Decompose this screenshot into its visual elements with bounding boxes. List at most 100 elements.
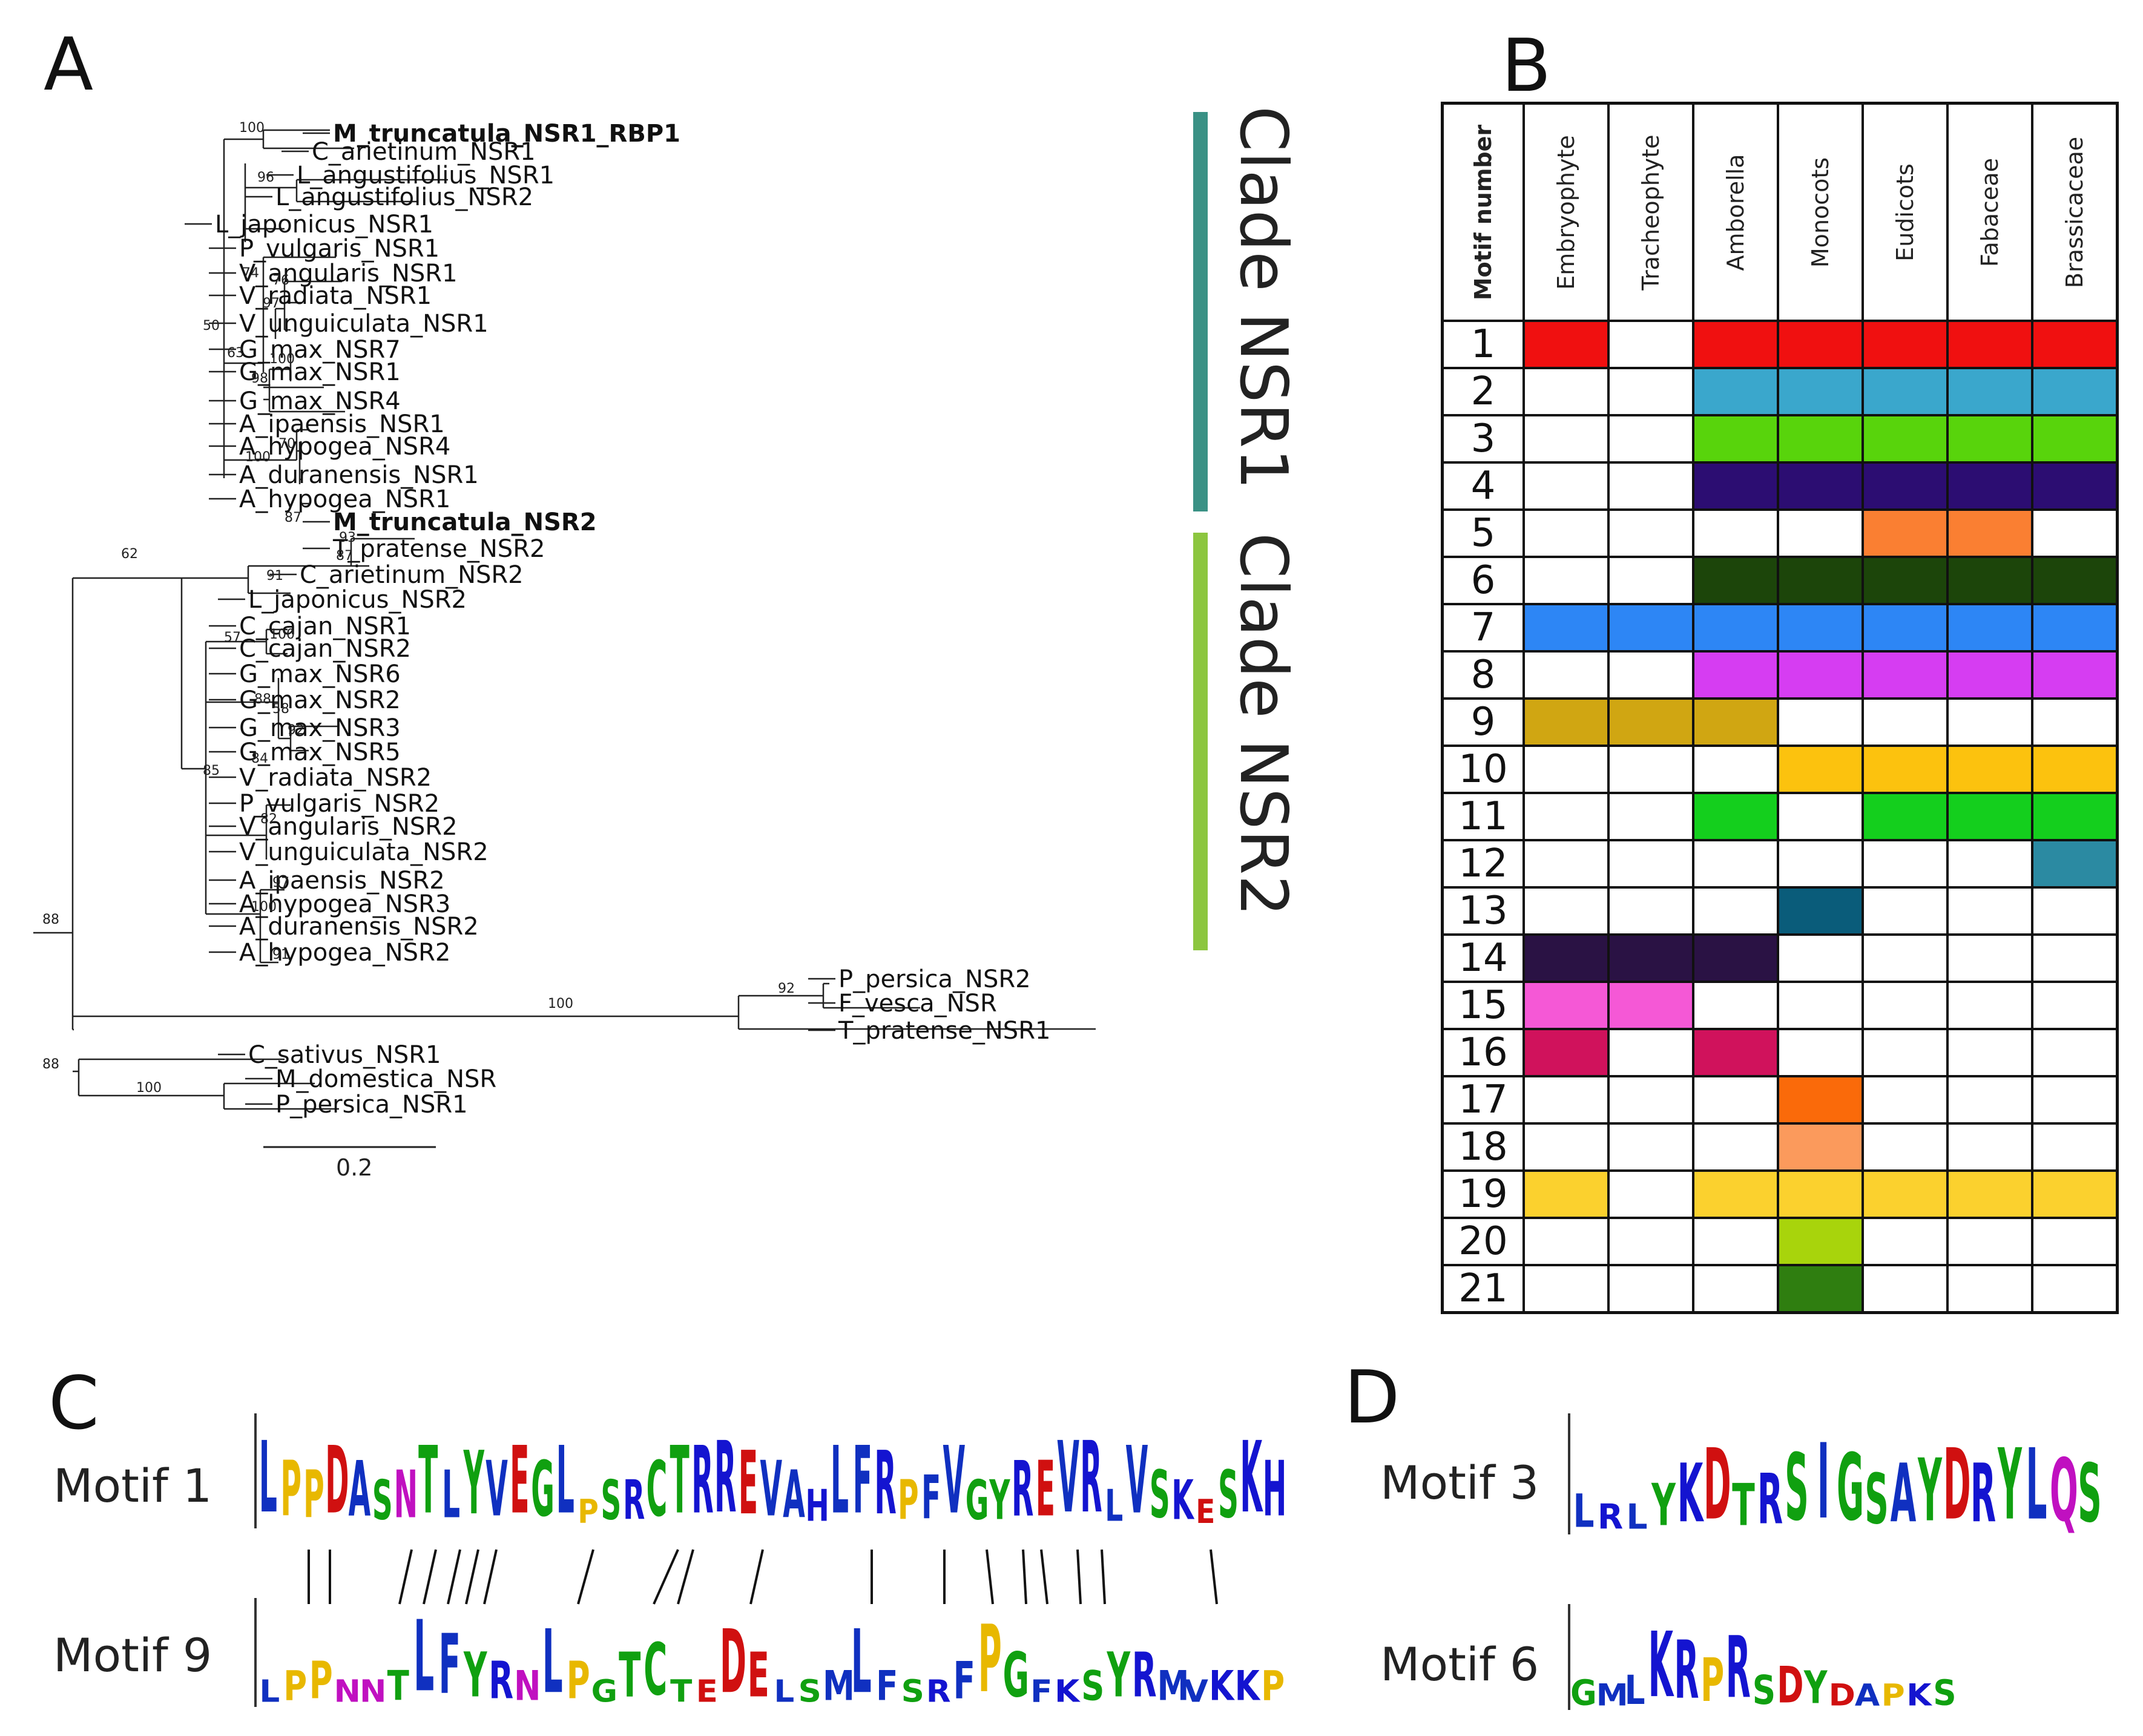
tree-leaf-label: M_domestica_NSR — [275, 1065, 496, 1093]
motif-absent-cell — [2031, 1075, 2119, 1125]
alignment-link — [465, 1549, 479, 1605]
logo-residue: G — [965, 1469, 989, 1533]
motif-present-cell — [1946, 367, 2033, 416]
alignment-link — [447, 1549, 461, 1605]
motif-present-cell — [1692, 650, 1779, 700]
tree-leaf-label: G_max_NSR5 — [239, 738, 401, 766]
motif-absent-cell — [1946, 933, 2033, 983]
motif-number-cell: 2 — [1441, 367, 1525, 416]
logo-residue: L — [259, 1673, 280, 1709]
motif-present-cell — [1777, 1075, 1864, 1125]
column-header: Monocots — [1777, 102, 1864, 322]
logo-residue: F — [1030, 1673, 1053, 1709]
motif-present-cell — [1692, 792, 1779, 841]
logo-residue: L — [413, 1600, 435, 1714]
motif-absent-cell — [1522, 792, 1610, 841]
motif-number-cell: 4 — [1441, 461, 1525, 511]
logo-residue: C — [646, 1445, 668, 1535]
logo-residue: G — [1837, 1434, 1865, 1542]
column-header: Brassicaceae — [2031, 102, 2119, 322]
logo-residue: S — [1218, 1457, 1239, 1534]
logo-residue: P — [280, 1445, 301, 1535]
motif-number-cell: 15 — [1441, 981, 1525, 1030]
bootstrap-value: 97 — [263, 296, 280, 311]
motif-absent-cell — [1862, 981, 1949, 1030]
motif-absent-cell — [2031, 1217, 2119, 1266]
logo-residue: R — [1970, 1446, 1997, 1540]
logo-residue: E — [747, 1639, 769, 1712]
logo-residue: Y — [1918, 1440, 1942, 1541]
motif-present-cell — [2031, 367, 2119, 416]
alignment-link — [398, 1549, 413, 1605]
motif-absent-cell — [1862, 1217, 1949, 1266]
bootstrap-value: 85 — [203, 763, 220, 778]
motif-absent-cell — [1692, 745, 1779, 794]
motif-present-cell — [1777, 1169, 1864, 1219]
motif-present-cell — [1692, 461, 1779, 511]
motif-absent-cell — [1946, 697, 2033, 747]
motif-absent-cell — [1692, 1217, 1779, 1266]
tree-leaf-label: V_radiata_NSR1 — [239, 282, 432, 310]
motif-present-cell — [1522, 981, 1610, 1030]
logo-residue: K — [1240, 1422, 1263, 1536]
logo-residue: R — [874, 1433, 897, 1536]
logo-residue: V — [486, 1445, 508, 1535]
bootstrap-value: 97 — [272, 875, 289, 890]
logo-residue: R — [1757, 1459, 1783, 1540]
tree-leaf-label: T_pratense_NSR2 — [332, 535, 545, 563]
logo-residue: N — [514, 1662, 541, 1710]
logo-residue: L — [851, 1611, 872, 1714]
logo-residue: K — [1171, 1469, 1194, 1533]
logo-residue: D — [720, 1611, 747, 1714]
motif-absent-cell — [2031, 508, 2119, 558]
motif-present-cell — [1607, 697, 1694, 747]
bootstrap-value: 100 — [251, 899, 277, 915]
logo-residue: D — [1943, 1427, 1971, 1542]
motif-absent-cell — [1607, 556, 1694, 605]
logo-residue: G — [1002, 1639, 1030, 1712]
column-header: Fabaceae — [1946, 102, 2033, 322]
alignment-link — [577, 1549, 594, 1605]
alignment-link — [653, 1549, 679, 1605]
logo-residue: V — [943, 1428, 966, 1536]
motif-absent-cell — [1522, 1264, 1610, 1314]
motif-present-cell — [1607, 981, 1694, 1030]
tree-leaf-label: V_radiata_NSR2 — [239, 764, 432, 792]
motif-present-cell — [1777, 461, 1864, 511]
motif-present-cell — [1946, 414, 2033, 464]
bootstrap-value: 74 — [242, 266, 259, 281]
table-row: 4 — [1441, 461, 2119, 511]
alignment-link — [423, 1549, 437, 1605]
logo-residue: P — [309, 1651, 333, 1711]
motif-absent-cell — [1607, 367, 1694, 416]
logo-residue: H — [1262, 1445, 1287, 1535]
motif-absent-cell — [1946, 1075, 2033, 1125]
motif-absent-cell — [1777, 839, 1864, 889]
motif-absent-cell — [1607, 320, 1694, 369]
logo-residue: A — [1890, 1446, 1917, 1540]
column-header: Tracheophyte — [1607, 102, 1694, 322]
motif6-label: Motif 6 — [1380, 1637, 1539, 1691]
table-row: 7 — [1441, 603, 2119, 653]
motif-present-cell — [1946, 792, 2033, 841]
motif-absent-cell — [1946, 1217, 2033, 1266]
motif-present-cell — [1692, 697, 1779, 747]
motif-absent-cell — [1692, 981, 1779, 1030]
logo-residue: R — [1597, 1496, 1624, 1537]
motif-present-cell — [2031, 414, 2119, 464]
logo-residue: Y — [463, 1433, 484, 1536]
motif-absent-cell — [1946, 981, 2033, 1030]
motif-present-cell — [1777, 745, 1864, 794]
logo-residue: S — [1933, 1671, 1957, 1714]
logo-residue: T — [670, 1673, 693, 1709]
logo-residue: T — [387, 1662, 409, 1710]
clade-label: Clade NSR2 — [1225, 533, 1301, 916]
logo-residue: F — [921, 1463, 941, 1533]
logo-residue: Y — [1803, 1660, 1828, 1714]
motif9-label: Motif 9 — [53, 1628, 212, 1682]
logo-residue: L — [441, 1457, 461, 1534]
logo-residue: Y — [1651, 1471, 1676, 1539]
table-row: 6 — [1441, 556, 2119, 605]
motif-absent-cell — [1946, 1122, 2033, 1172]
motif-absent-cell — [1607, 1075, 1694, 1125]
